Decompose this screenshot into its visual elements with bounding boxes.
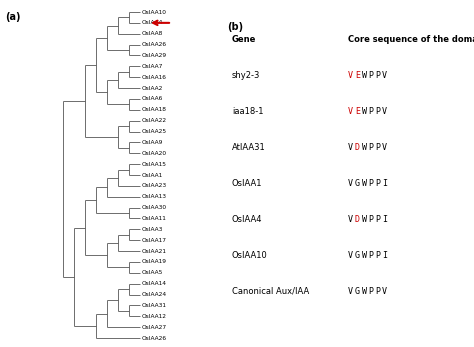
Text: OsIAA23: OsIAA23 [142,183,167,188]
Text: D: D [355,214,360,223]
Text: P: P [368,107,374,116]
Text: OsIAA22: OsIAA22 [142,118,167,123]
Text: I: I [382,251,387,260]
Text: V: V [348,143,353,152]
Text: OsIAA9: OsIAA9 [142,140,163,145]
Text: OsIAA11: OsIAA11 [142,216,166,221]
Text: D: D [355,143,360,152]
Text: OsIAA18: OsIAA18 [142,107,166,112]
Text: OsIAA2: OsIAA2 [142,86,163,91]
Text: E: E [355,107,360,116]
Text: OsIAA1: OsIAA1 [232,178,263,187]
Text: OsIAA8: OsIAA8 [142,31,163,36]
Text: G: G [355,251,360,260]
Text: OsIAA17: OsIAA17 [142,238,166,243]
Text: I: I [382,214,387,223]
Text: W: W [362,214,366,223]
Text: V: V [348,178,353,187]
Text: P: P [368,143,374,152]
Text: V: V [382,107,387,116]
Text: OsIAA1: OsIAA1 [142,172,163,178]
Text: Core sequence of the domain II: Core sequence of the domain II [348,34,474,43]
Text: OsIAA10: OsIAA10 [232,251,268,260]
Text: OsIAA7: OsIAA7 [142,64,163,69]
Text: P: P [375,251,380,260]
Text: OsIAA31: OsIAA31 [142,303,166,308]
Text: OsIAA29: OsIAA29 [142,53,167,58]
Text: G: G [355,178,360,187]
Text: OsIAA4: OsIAA4 [142,20,163,25]
Text: W: W [362,251,366,260]
Text: P: P [368,178,374,187]
Text: W: W [362,70,366,79]
Text: I: I [382,178,387,187]
Text: P: P [375,143,380,152]
Text: OsIAA26: OsIAA26 [142,336,166,340]
Text: P: P [368,287,374,296]
Text: OsIAA19: OsIAA19 [142,260,166,264]
Text: OsIAA25: OsIAA25 [142,129,167,134]
Text: P: P [375,70,380,79]
Text: shy2-3: shy2-3 [232,70,260,79]
Text: OsIAA27: OsIAA27 [142,325,167,330]
Text: OsIAA14: OsIAA14 [142,281,166,286]
Text: W: W [362,143,366,152]
Text: P: P [375,107,380,116]
Text: P: P [368,70,374,79]
Text: G: G [355,287,360,296]
Text: V: V [382,70,387,79]
Text: iaa18-1: iaa18-1 [232,107,264,116]
Text: Canonical Aux/IAA: Canonical Aux/IAA [232,287,309,296]
Text: OsIAA10: OsIAA10 [142,9,166,15]
Text: V: V [348,214,353,223]
Text: OsIAA21: OsIAA21 [142,248,166,254]
Text: P: P [368,214,374,223]
Text: V: V [348,287,353,296]
Text: V: V [382,287,387,296]
Text: P: P [375,287,380,296]
Text: OsIAA5: OsIAA5 [142,270,163,275]
Text: (b): (b) [227,22,243,32]
Text: OsIAA12: OsIAA12 [142,314,166,319]
Text: Gene: Gene [232,34,256,43]
Text: W: W [362,287,366,296]
Text: V: V [348,107,353,116]
Text: OsIAA24: OsIAA24 [142,292,167,297]
Text: OsIAA15: OsIAA15 [142,162,166,167]
Text: OsIAA20: OsIAA20 [142,151,167,156]
Text: V: V [382,143,387,152]
Text: P: P [375,178,380,187]
Text: OsIAA30: OsIAA30 [142,205,167,210]
Text: AtIAA31: AtIAA31 [232,143,266,152]
Text: W: W [362,178,366,187]
Text: P: P [375,214,380,223]
Text: OsIAA16: OsIAA16 [142,75,166,80]
Text: OsIAA13: OsIAA13 [142,194,166,199]
Text: V: V [348,70,353,79]
Text: E: E [355,70,360,79]
Text: (a): (a) [5,12,20,22]
Text: OsIAA3: OsIAA3 [142,227,163,232]
Text: V: V [348,251,353,260]
Text: OsIAA6: OsIAA6 [142,96,163,101]
Text: P: P [368,251,374,260]
Text: OsIAA4: OsIAA4 [232,214,263,223]
Text: OsIAA26: OsIAA26 [142,42,166,47]
Text: W: W [362,107,366,116]
